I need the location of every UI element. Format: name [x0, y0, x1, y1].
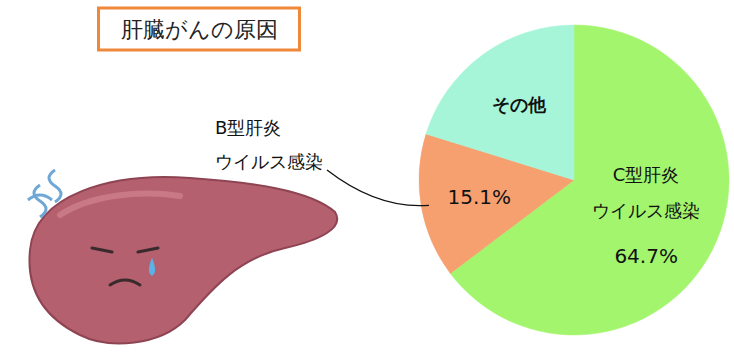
liver-eye [92, 248, 112, 252]
liver-illustration [28, 170, 337, 343]
chart: 肝臓がんの原因C型肝炎ウイルス感染64.7%15.1%B型肝炎ウイルス感染その他 [0, 0, 734, 352]
liver-highlight [60, 194, 180, 215]
category-label-line: ウイルス感染 [592, 200, 700, 221]
worry-line [34, 185, 46, 217]
category-label: その他 [492, 94, 547, 115]
category-label-line: その他 [492, 94, 547, 115]
labels: C型肝炎ウイルス感染64.7%15.1%B型肝炎ウイルス感染その他 [215, 94, 700, 268]
pie [419, 25, 729, 335]
chart-title: 肝臓がんの原因 [121, 17, 278, 42]
leader-line [327, 170, 429, 206]
pie-slice [426, 25, 574, 180]
value-label: 64.7% [614, 244, 678, 268]
liver-eye [138, 248, 158, 252]
category-label-line: B型肝炎 [215, 117, 281, 138]
category-label: B型肝炎ウイルス感染 [215, 117, 323, 172]
worry-line [28, 195, 52, 200]
category-label-line: C型肝炎 [613, 164, 680, 185]
liver-body [29, 177, 337, 343]
liver-mouth [110, 280, 140, 285]
liver-tear [149, 258, 155, 276]
category-label-line: ウイルス感染 [215, 151, 323, 172]
value-label: 15.1% [448, 185, 512, 209]
category-label: C型肝炎ウイルス感染 [592, 164, 700, 221]
title-box [99, 8, 300, 50]
